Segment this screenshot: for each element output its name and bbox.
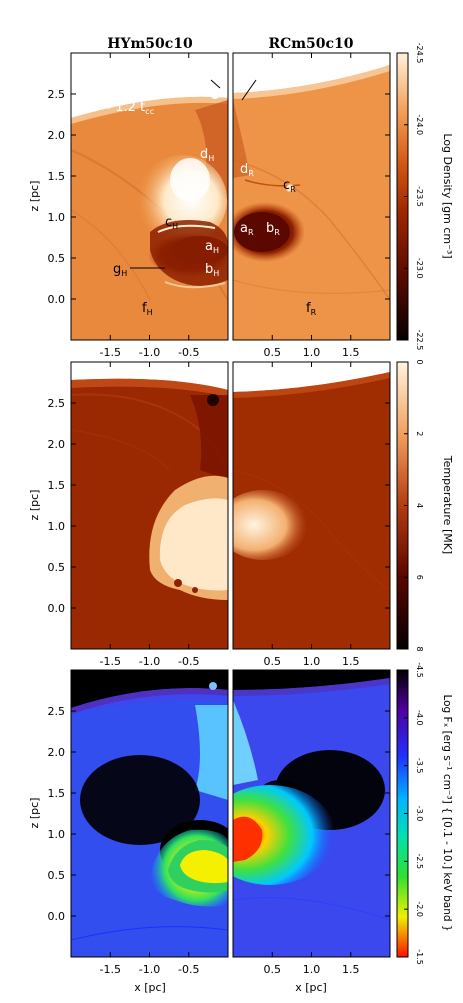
colorbar-tick-label: -22.5 [415,330,424,351]
y-tick-label: 2.0 [48,746,66,759]
label-e-r: eR [257,67,271,83]
y-tick-label: 1.5 [48,479,66,492]
x-tick-label: -1.5 [100,655,121,668]
label-f-r: fR [306,301,317,317]
ylabel-row3: z [pc] [28,798,41,829]
label-a-r: aR [240,221,254,237]
colorbar-tick-label: 0 [415,359,424,364]
x-tick-label: 0.5 [264,655,282,668]
axis-ticks: 0.0 0.5 1.0 1.5 2.0 2.5 -1.5 -1.0 -0.5 0.5 1.0 1.5 -… [48,43,425,976]
x-tick-label: -1.0 [139,655,160,668]
label-b-h: bH [205,262,219,278]
ylabel-row2: z [pc] [28,490,41,521]
colorbar-tick-label: -4.5 [415,662,424,678]
colorbar-tick-label: -24.5 [415,43,424,64]
y-tick-label: 0.0 [48,910,66,923]
x-tick-label: -1.5 [100,346,121,359]
x-tick-label: 0.5 [264,346,282,359]
title-left: HYm50c10 [107,36,193,52]
y-tick-label: 0.0 [48,293,66,306]
annotations-left: eH dH cH aH gH bH fH [113,67,219,317]
pointer-e-r [241,79,257,101]
y-tick-label: 1.5 [48,787,66,800]
density-panel-left [71,53,228,340]
y-tick-label: 0.0 [48,602,66,615]
colorbar-tick-label: 6 [415,575,424,580]
y-tick-label: 2.5 [48,705,66,718]
x-tick-label: -1.5 [100,963,121,976]
x-tick-label: 0.5 [264,963,282,976]
colorbar-tick-label: -4.0 [415,710,424,726]
x-tick-label: 1.0 [303,346,321,359]
x-tick-label: 1.5 [342,346,360,359]
x-tick-label: 1.0 [303,963,321,976]
colorbar-label-density: Log Density [gm cm⁻³] [441,133,454,258]
colorbar-tick-label: 2 [415,431,424,436]
colorbar-tick-label: -23.0 [415,258,424,279]
xray-panel-right [233,670,390,957]
label-b-r: bR [266,221,280,237]
y-tick-label: 2.0 [48,438,66,451]
y-tick-label: 0.5 [48,252,66,265]
density-panel-right [233,53,390,340]
x-tick-label: 1.0 [303,655,321,668]
y-tick-label: 2.5 [48,397,66,410]
xlabel-left: x [pc] [134,981,166,994]
label-g-h: gH [113,262,127,278]
colorbar-tick-label: -23.5 [415,186,424,207]
y-tick-label: 0.5 [48,869,66,882]
y-tick-label: 1.5 [48,170,66,183]
label-f-h: fH [142,301,153,317]
time-label: t = 1.2 tcc [91,100,154,116]
y-tick-label: 2.0 [48,129,66,142]
colorbar-tick-label: -24.0 [415,114,424,135]
colorbar-tick-label: -3.0 [415,806,424,822]
label-a-h: aH [205,239,219,255]
pointer-e-h [210,79,221,89]
annotations-right: eR dR cR aR bR fR [240,67,317,317]
xlabel-right: x [pc] [295,981,327,994]
label-d-r: dR [240,162,254,178]
x-tick-label: 1.5 [342,963,360,976]
colorbar-label-temperature: Temperature [MK] [441,455,454,554]
x-tick-label: -0.5 [178,346,199,359]
x-tick-label: 1.5 [342,655,360,668]
label-d-h: dH [200,147,214,163]
colorbar-tick-label: -2.0 [415,901,424,917]
label-e-h: eH [196,67,210,83]
y-tick-label: 2.5 [48,88,66,101]
temperature-panel-left [71,362,228,649]
colorbar-tick-label: 8 [415,646,424,651]
xray-panel-left [71,670,228,957]
y-tick-label: 0.5 [48,561,66,574]
title-right: RCm50c10 [268,36,353,52]
label-c-r: cR [283,178,296,194]
label-c-h: cH [165,215,178,231]
x-tick-label: -0.5 [178,963,199,976]
x-tick-label: -1.0 [139,963,160,976]
colorbar-tick-label: -1.5 [415,949,424,965]
x-tick-label: -0.5 [178,655,199,668]
colorbar-tick-label: -3.5 [415,758,424,774]
colorbar-label-xray: Log Fₓ [erg s⁻¹ cm⁻³] { [0.1 - 10.] keV … [441,694,453,931]
x-tick-label: -1.0 [139,346,160,359]
y-tick-label: 1.0 [48,520,66,533]
temperature-panel-right [233,362,390,649]
y-tick-label: 1.0 [48,828,66,841]
colorbar-tick-label: 4 [415,503,424,508]
ylabel-row1: z [pc] [28,181,41,212]
colorbar-tick-label: -2.5 [415,854,424,870]
y-tick-label: 1.0 [48,211,66,224]
